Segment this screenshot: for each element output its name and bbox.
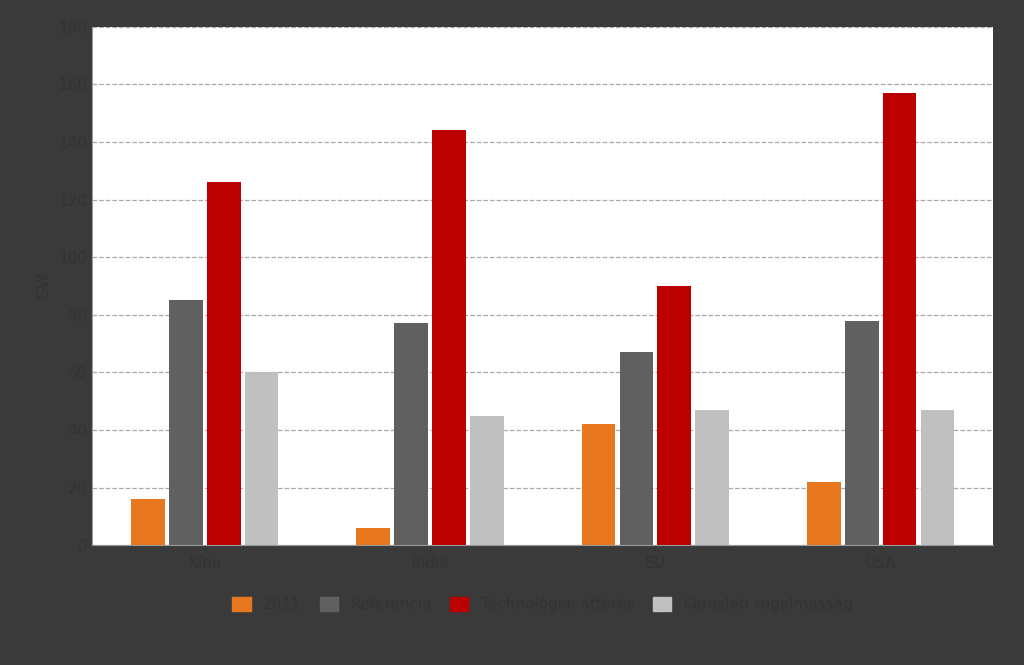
Bar <box>845 321 879 545</box>
Bar <box>807 482 841 545</box>
Bar <box>245 372 279 545</box>
Bar <box>620 352 653 545</box>
Bar <box>883 93 916 545</box>
Bar <box>394 323 428 545</box>
Bar <box>169 301 203 545</box>
Bar <box>470 416 504 545</box>
Bar <box>657 286 691 545</box>
Bar <box>582 424 615 545</box>
Bar <box>432 130 466 545</box>
Bar <box>131 499 165 545</box>
Bar <box>207 182 241 545</box>
Bar <box>695 410 729 545</box>
Legend: 2011, Referencia, Technológiai áttörés, Keresleti rugalmasság: 2011, Referencia, Technológiai áttörés, … <box>226 590 859 618</box>
Bar <box>921 410 954 545</box>
Bar <box>356 528 390 545</box>
Y-axis label: GW: GW <box>37 273 51 299</box>
